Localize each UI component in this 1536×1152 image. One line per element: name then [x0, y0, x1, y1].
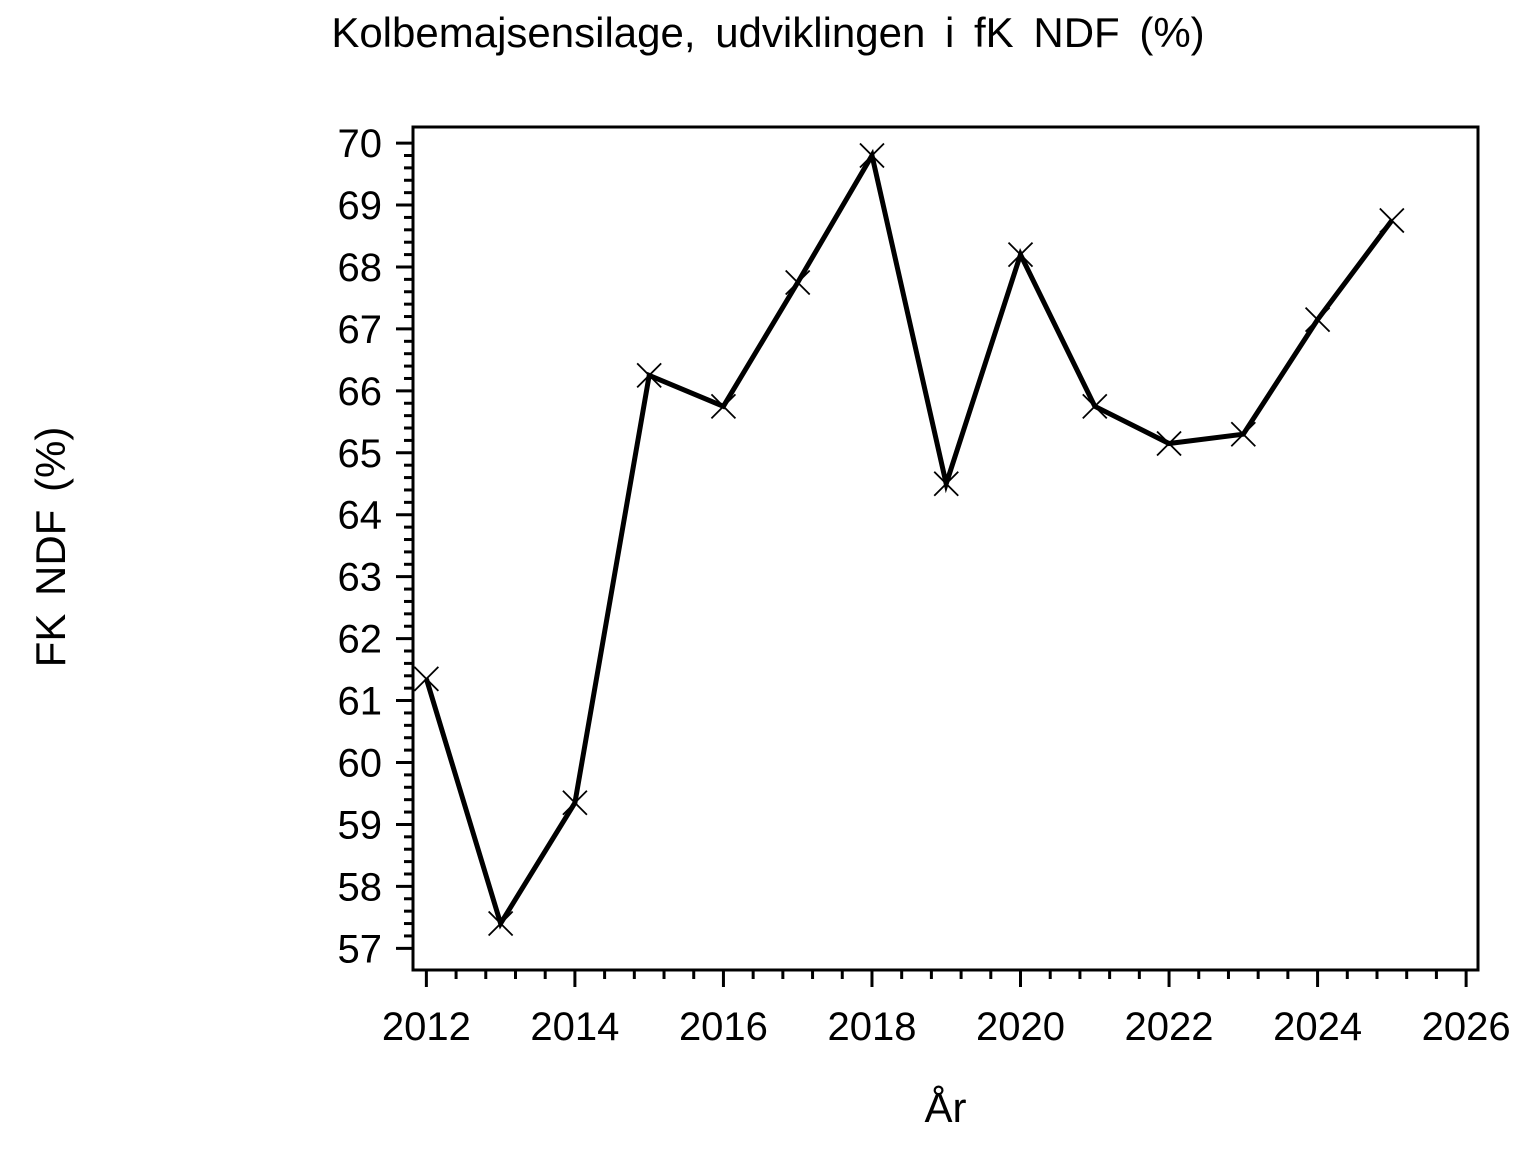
plot-frame [411, 125, 1480, 972]
data-point-marker [562, 790, 588, 816]
data-point-marker [636, 362, 662, 389]
data-point-marker [1304, 306, 1331, 333]
y-axis-tick-label: 58 [338, 865, 383, 909]
x-axis-tick-label: 2012 [382, 1005, 471, 1049]
chart-title: Kolbemajsensilage, udviklingen i fK NDF … [331, 9, 1205, 56]
y-axis-tick-label: 69 [338, 184, 383, 228]
y-axis-tick-label: 63 [338, 556, 383, 600]
y-axis-tick-label: 66 [338, 370, 383, 414]
y-axis-tick-label: 62 [338, 618, 383, 662]
y-axis-label: FK NDF (%) [27, 426, 74, 668]
x-axis-tick-label: 2018 [827, 1005, 916, 1049]
data-point-marker [859, 142, 885, 169]
y-axis-tick-label: 64 [338, 494, 383, 538]
data-point-marker [413, 666, 440, 692]
data-point-marker [785, 269, 811, 296]
x-axis-tick-label: 2014 [530, 1005, 619, 1049]
x-axis-tick-label: 2026 [1422, 1005, 1511, 1049]
data-point-marker [1156, 430, 1182, 457]
y-axis-tick-label: 60 [338, 742, 383, 786]
data-point-marker [1230, 421, 1256, 447]
data-point-marker [1082, 393, 1108, 419]
x-axis-tick-label: 2024 [1273, 1005, 1362, 1049]
y-axis-tick-label: 61 [338, 680, 383, 724]
y-axis-tick-label: 65 [338, 432, 383, 476]
y-axis-tick-label: 68 [338, 246, 383, 290]
x-axis-tick-label: 2022 [1125, 1005, 1214, 1049]
x-axis-tick-label: 2020 [976, 1005, 1065, 1049]
y-axis-tick-label: 57 [338, 927, 383, 971]
x-axis-tick-label: 2016 [679, 1005, 768, 1049]
x-axis-label: År [924, 1084, 967, 1131]
y-axis-tick-label: 70 [338, 122, 383, 166]
y-axis-tick-label: 67 [338, 308, 383, 352]
data-point-marker [933, 471, 959, 497]
data-point-marker [1007, 241, 1034, 268]
data-point-marker [1379, 207, 1405, 234]
data-point-marker [710, 393, 737, 419]
data-line [424, 148, 1394, 930]
data-point-marker [487, 910, 514, 937]
y-axis-tick-label: 59 [338, 803, 383, 847]
